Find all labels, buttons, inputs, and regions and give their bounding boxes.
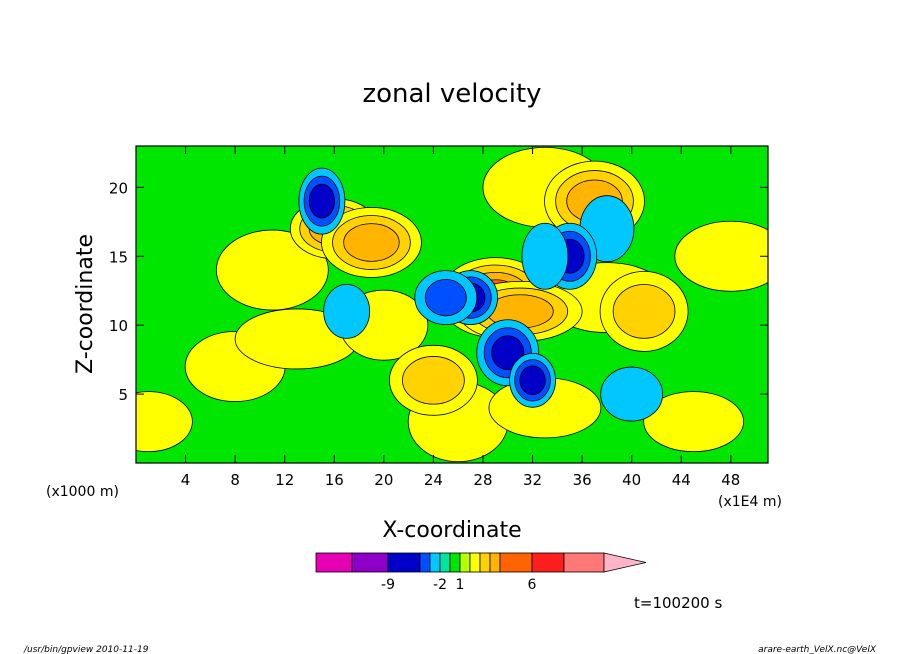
positive-contour [612, 284, 676, 339]
colorbar-swatch [439, 552, 451, 573]
colorbar-label: -2 [433, 577, 447, 593]
x-axis-label: X-coordinate [382, 518, 521, 543]
y-axis-label: Z-coordinate [73, 234, 98, 374]
x-tick-label: 48 [721, 471, 740, 489]
x-unit-label: (x1E4 m) [718, 494, 782, 510]
plot-frame [135, 145, 769, 464]
colorbar-label: -9 [381, 577, 395, 593]
negative-contour [519, 365, 546, 396]
colorbar-swatch [479, 552, 491, 573]
x-tick-label: 12 [275, 471, 294, 489]
x-tick-label: 32 [523, 471, 542, 489]
positive-contour [215, 229, 329, 311]
positive-contour [402, 356, 465, 405]
x-tick-label: 20 [374, 471, 393, 489]
colorbar-swatch [459, 552, 471, 573]
y-tick-label: 15 [109, 248, 128, 266]
colorbar-swatch [531, 552, 565, 573]
y-tick-label: 10 [109, 317, 128, 335]
x-tick-label: 36 [573, 471, 592, 489]
x-tick-label: 8 [230, 471, 240, 489]
y-tick-label: 5 [118, 386, 128, 404]
positive-contour [643, 391, 745, 453]
footer-left: /usr/bin/gpview 2010-11-19 [23, 645, 149, 654]
x-tick-label: 4 [181, 471, 191, 489]
x-axis-ticks: 4 8 12 16 20 24 28 32 36 40 44 48 [181, 146, 740, 489]
y-axis-ticks: 5 10 15 20 [109, 179, 768, 404]
positive-contour [674, 220, 768, 292]
y-unit-label: (x1000 m) [46, 484, 119, 500]
positive-contour [343, 223, 400, 262]
chart-title: zonal velocity [362, 79, 541, 109]
x-tick-label: 24 [424, 471, 443, 489]
colorbar-swatch [499, 552, 533, 573]
x-tick-label: 16 [325, 471, 344, 489]
footer-right: arare-earth_VelX.nc@VelX [758, 645, 877, 654]
time-label: t=100200 s [634, 594, 722, 612]
colorbar-swatch [449, 552, 461, 573]
x-tick-label: 28 [473, 471, 492, 489]
x-tick-label: 44 [672, 471, 691, 489]
colorbar-swatch [489, 552, 501, 573]
negative-contour [308, 183, 335, 219]
colorbar-swatch [315, 552, 353, 573]
colorbar: -9 -2 1 6 [315, 552, 647, 593]
colorbar-swatch [563, 552, 605, 573]
x-tick-label: 40 [622, 471, 641, 489]
contour-field [136, 146, 768, 463]
plot-area [136, 146, 768, 463]
colorbar-swatch [419, 552, 431, 573]
negative-contour [323, 283, 371, 339]
colorbar-label: 6 [528, 577, 537, 593]
positive-contour [136, 391, 193, 453]
colorbar-swatch [469, 552, 481, 573]
colorbar-swatch [429, 552, 441, 573]
colorbar-extend-arrow [603, 552, 647, 573]
negative-contour [600, 366, 664, 422]
colorbar-swatch [351, 552, 389, 573]
colorbar-swatch [387, 552, 421, 573]
negative-contour [424, 279, 467, 317]
negative-contour [521, 222, 569, 290]
colorbar-label: 1 [456, 577, 465, 593]
y-tick-label: 20 [109, 179, 128, 197]
